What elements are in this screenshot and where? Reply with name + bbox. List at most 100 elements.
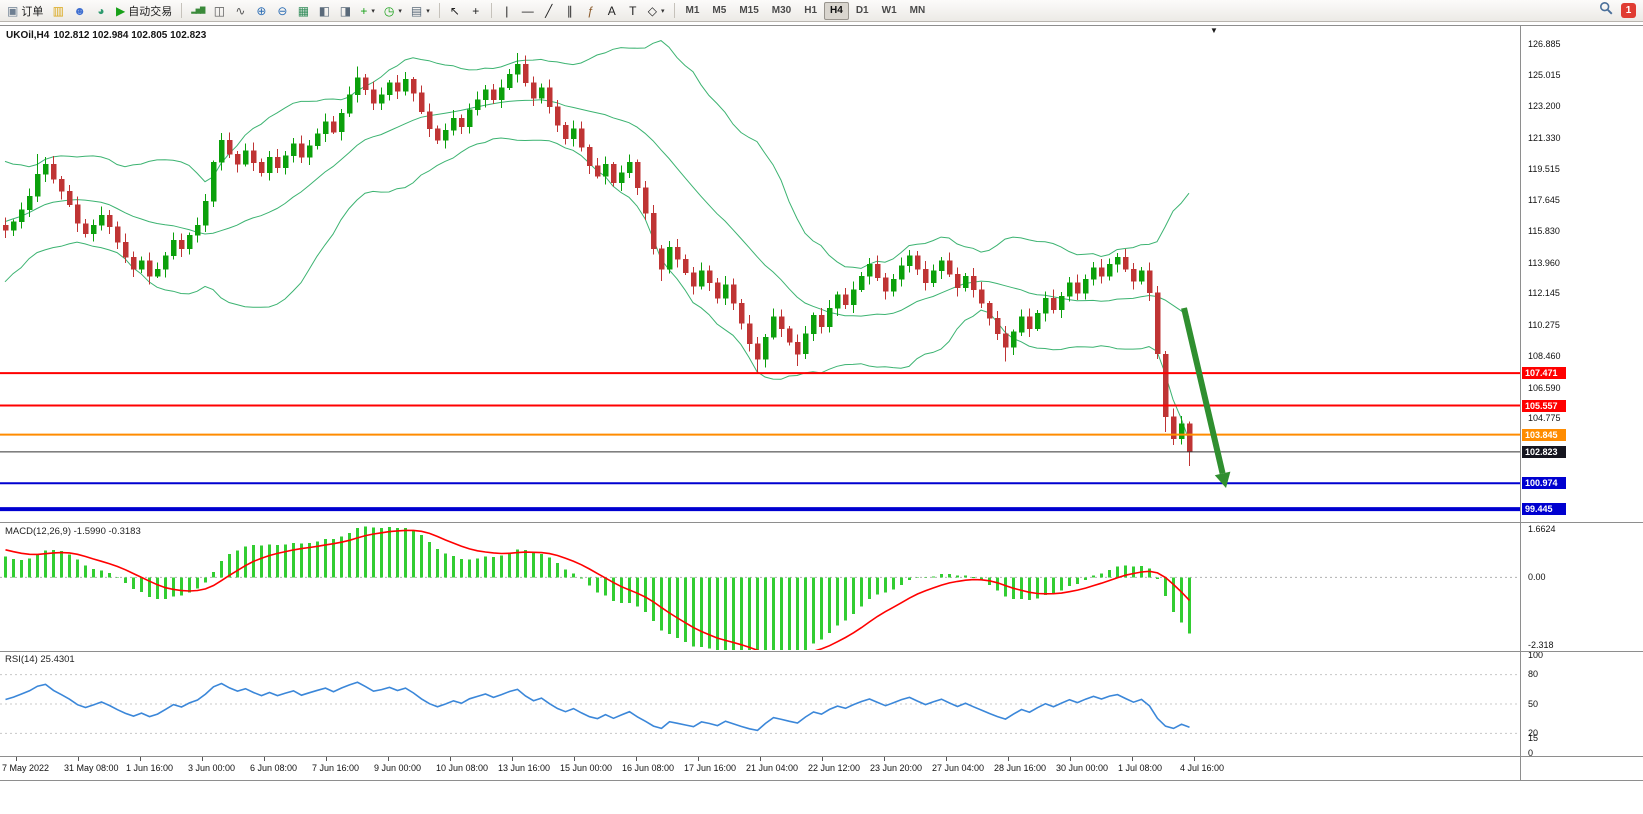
autotrade-icon: ▶ bbox=[115, 3, 126, 18]
fibonacci-icon: ƒ bbox=[587, 3, 595, 18]
zoom-in-button[interactable]: ⊕ bbox=[251, 1, 271, 21]
macd-axis-tick: -2.318 bbox=[1528, 639, 1554, 650]
time-tick bbox=[450, 757, 451, 761]
chart-candles-icon: ◫ bbox=[213, 3, 226, 18]
search-icon[interactable] bbox=[1599, 1, 1613, 20]
profiles-icon: ◷ bbox=[383, 3, 395, 18]
cascade-windows-button[interactable]: ◨ bbox=[335, 1, 355, 21]
time-tick bbox=[512, 757, 513, 761]
horizontal-line-icon: — bbox=[521, 3, 534, 18]
time-label: 13 Jun 16:00 bbox=[498, 763, 551, 773]
time-axis[interactable]: 7 May 2022 31 May 08:00 1 Jun 16:00 3 Jun 0… bbox=[0, 757, 1520, 780]
chart-line-button[interactable]: ∿ bbox=[230, 1, 250, 21]
vertical-line-button[interactable]: | bbox=[497, 1, 517, 21]
price-line-label-102.823: 102.823 bbox=[1522, 445, 1566, 458]
time-label: 23 Jun 20:00 bbox=[870, 763, 923, 773]
time-label: 4 Jul 16:00 bbox=[1180, 763, 1225, 773]
price-tick: 104.775 bbox=[1528, 413, 1561, 424]
time-tick bbox=[636, 757, 637, 761]
price-scale-divider bbox=[1520, 25, 1521, 780]
trendline-button[interactable]: ╱ bbox=[539, 1, 559, 21]
new-chart-icon: + bbox=[360, 3, 368, 18]
macd-name: MACD(12,26,9) bbox=[5, 526, 71, 537]
time-tick bbox=[1194, 757, 1195, 761]
time-tick bbox=[822, 757, 823, 761]
time-tick bbox=[140, 757, 141, 761]
fibonacci-button[interactable]: ƒ bbox=[581, 1, 601, 21]
new-chart-button[interactable]: + ▾ bbox=[356, 1, 379, 21]
notification-badge[interactable]: 1 bbox=[1621, 3, 1636, 18]
timeframe-d1-button[interactable]: D1 bbox=[855, 5, 869, 16]
new-order-button[interactable]: ▣ 订单 bbox=[3, 1, 47, 21]
time-tick bbox=[946, 757, 947, 761]
timeframe-m1-button[interactable]: M1 bbox=[685, 5, 700, 16]
timeframe-m15-button[interactable]: M15 bbox=[739, 5, 759, 16]
tile-windows-button[interactable]: ▦ bbox=[293, 1, 313, 21]
panel-divider[interactable] bbox=[0, 651, 1643, 652]
channel-button[interactable]: ∥ bbox=[560, 1, 580, 21]
toolbar-separator bbox=[490, 3, 492, 18]
time-tick bbox=[760, 757, 761, 761]
chart-shift-button[interactable]: ▤ ▾ bbox=[407, 1, 434, 21]
cascade-windows-icon: ◨ bbox=[339, 3, 352, 18]
time-tick bbox=[1132, 757, 1133, 761]
time-tick bbox=[698, 757, 699, 761]
panel-divider[interactable] bbox=[0, 522, 1643, 523]
horizontal-line-button[interactable]: — bbox=[518, 1, 538, 21]
timeframe-mn-button[interactable]: MN bbox=[909, 5, 926, 16]
trend-arrow-head bbox=[1214, 471, 1231, 488]
zoom-out-button[interactable]: ⊖ bbox=[272, 1, 292, 21]
price-tick: 112.145 bbox=[1528, 288, 1560, 299]
timeframe-w1-button[interactable]: W1 bbox=[881, 5, 897, 16]
bollinger-upper-band bbox=[4, 40, 1190, 269]
chart-candles-button[interactable]: ◫ bbox=[209, 1, 229, 21]
navigator-button[interactable]: ☻ bbox=[69, 1, 90, 21]
timeframe-h1-button[interactable]: H1 bbox=[804, 5, 818, 16]
new-order-icon: ▣ bbox=[7, 3, 19, 18]
time-label: 3 Jun 00:00 bbox=[188, 763, 236, 773]
macd-signal-value: -0.3183 bbox=[108, 526, 141, 537]
rsi-axis-tick: 0 bbox=[1528, 747, 1534, 758]
time-tick bbox=[78, 757, 79, 761]
caret-down-icon: ▾ bbox=[426, 7, 430, 15]
time-label: 6 Jun 08:00 bbox=[250, 763, 298, 773]
rsi-axis-tick: 100 bbox=[1528, 649, 1544, 660]
rsi-panel-canvas[interactable] bbox=[0, 652, 1520, 756]
caret-down-icon: ▾ bbox=[371, 7, 375, 15]
zoom-out-icon: ⊖ bbox=[277, 3, 288, 18]
autotrade-button[interactable]: ▶ 自动交易 bbox=[112, 1, 176, 21]
time-tick bbox=[574, 757, 575, 761]
time-label: 31 May 08:00 bbox=[64, 763, 119, 773]
profiles-button[interactable]: ◷ ▾ bbox=[380, 1, 406, 21]
timeframe-h4-button[interactable]: H4 bbox=[824, 1, 849, 20]
price-line-label-103.845: 103.845 bbox=[1522, 428, 1566, 441]
toolbar: ▣ 订单 ▥ ☻ ◕ ▶ 自动交易 ▂▅▇ ◫ ∿ ⊕ ⊖ ▦ ◧ ◨ + ▾ ◷ ▾ ▤ ▾ ↖ + | — ╱ ∥ ƒ A T ◇ ▾ M1… bbox=[0, 0, 1643, 22]
price-line-label-99.445: 99.445 bbox=[1522, 503, 1566, 516]
panel-divider[interactable] bbox=[0, 756, 1643, 757]
main-chart-canvas[interactable] bbox=[0, 26, 1520, 521]
arrange-windows-button[interactable]: ◧ bbox=[314, 1, 334, 21]
timeframe-m5-button[interactable]: M5 bbox=[712, 5, 727, 16]
price-scale[interactable]: 126.885 125.015 123.200 121.330 119.515 117.6… bbox=[1521, 25, 1643, 780]
macd-histogram bbox=[4, 526, 1191, 650]
chart-shift-icon: ▤ bbox=[410, 3, 423, 18]
toolbar-separator bbox=[673, 3, 675, 18]
toolbar-separator bbox=[181, 3, 183, 18]
rsi-axis-tick: 50 bbox=[1528, 698, 1539, 709]
time-tick bbox=[16, 757, 17, 761]
price-line-label-105.557: 105.557 bbox=[1522, 399, 1566, 412]
trend-arrow[interactable] bbox=[1181, 307, 1226, 475]
text-button[interactable]: A bbox=[602, 1, 622, 21]
label-button[interactable]: T bbox=[623, 1, 643, 21]
chart-bars-button[interactable]: ▂▅▇ bbox=[187, 1, 208, 21]
shapes-button[interactable]: ◇ ▾ bbox=[644, 1, 669, 21]
crosshair-button[interactable]: + bbox=[466, 1, 486, 21]
time-label: 22 Jun 12:00 bbox=[808, 763, 861, 773]
macd-panel-canvas[interactable] bbox=[0, 524, 1520, 650]
cursor-button[interactable]: ↖ bbox=[445, 1, 465, 21]
market-watch-button[interactable]: ▥ bbox=[48, 1, 68, 21]
toolbar-separator bbox=[438, 3, 440, 18]
timeframe-m30-button[interactable]: M30 bbox=[771, 5, 792, 16]
terminal-button[interactable]: ◕ bbox=[91, 1, 111, 21]
